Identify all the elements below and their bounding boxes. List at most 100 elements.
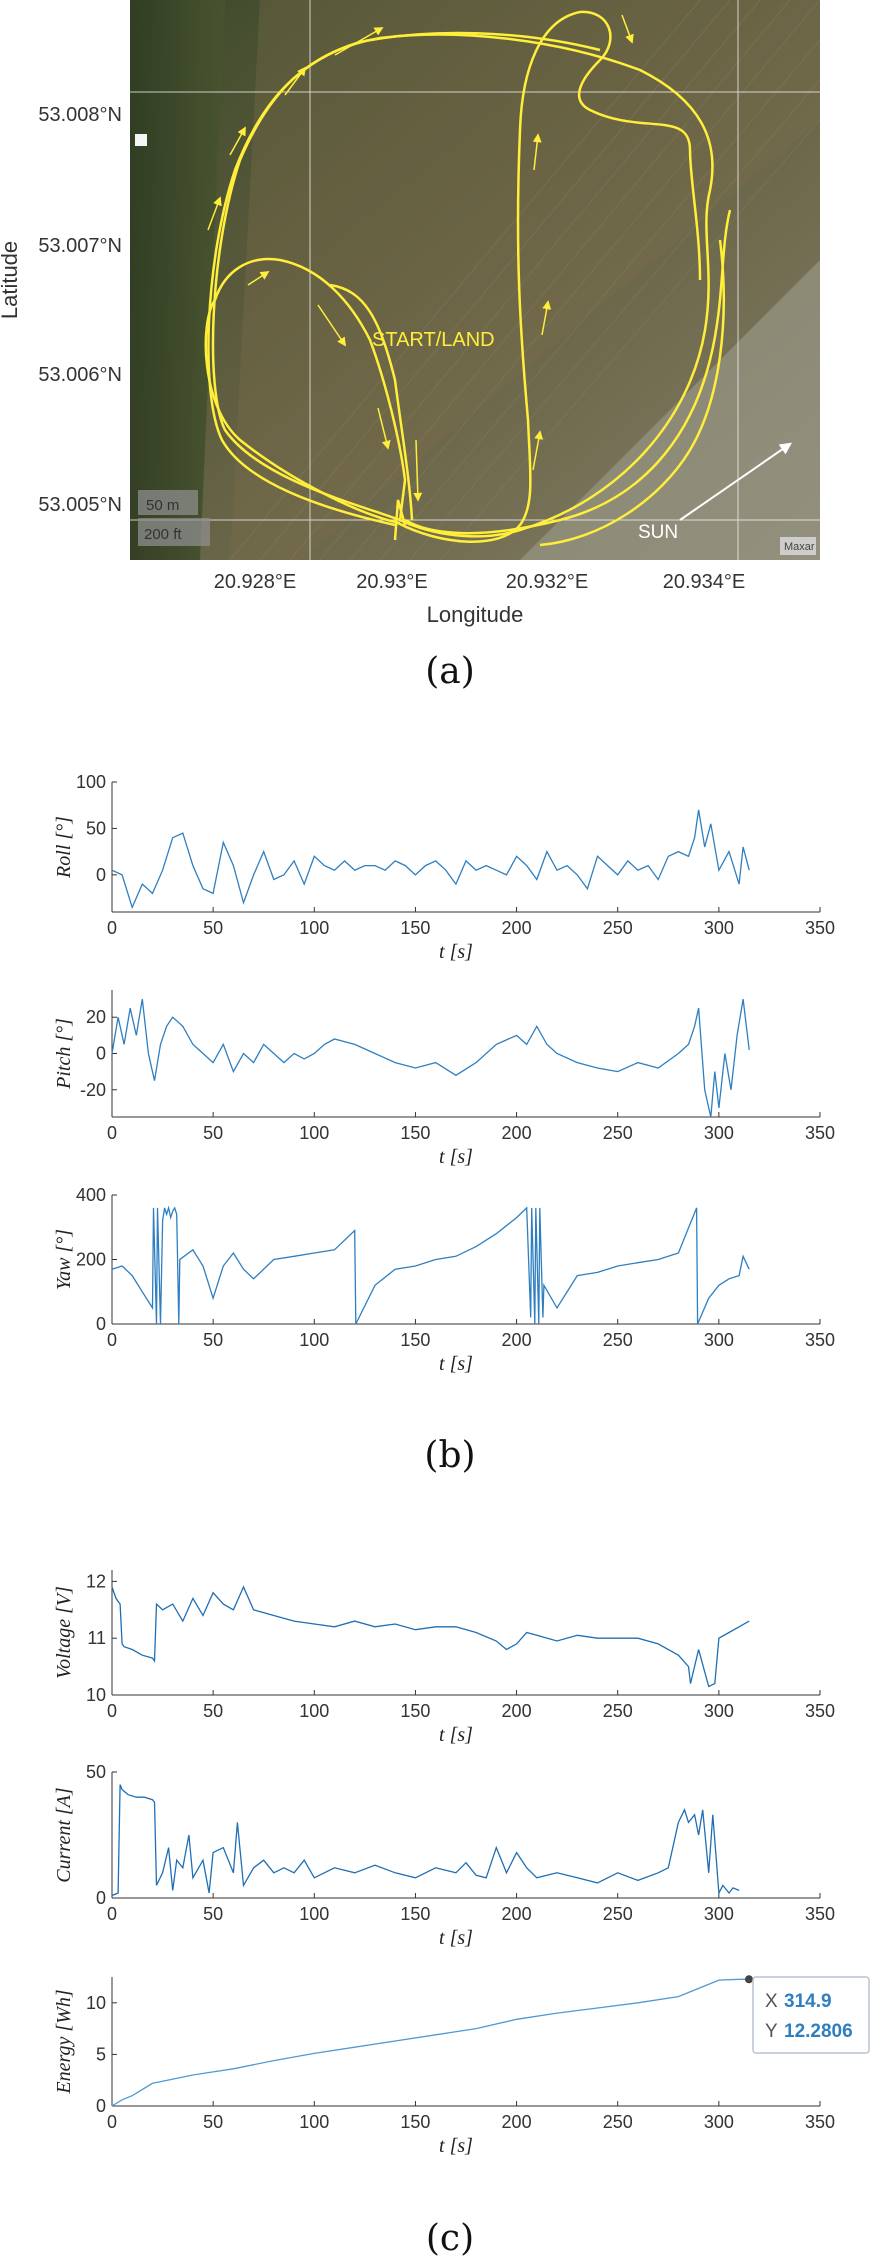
x-axis-label: t [s]: [439, 941, 473, 963]
x-tick-label: 0: [107, 918, 117, 938]
x-tick-label: 0: [107, 2112, 117, 2132]
y-tick-label: 0: [96, 865, 106, 885]
building-marker: [135, 134, 147, 146]
x-tick-label: 200: [502, 2112, 532, 2132]
x-tick-label: 150: [400, 1701, 430, 1721]
sun-direction-arrow: [679, 442, 792, 521]
x-tick-label: 250: [603, 1123, 633, 1143]
subplot-3: 0 50 100 150 200 250 300 350 12 11 10 t [s] Voltage …: [53, 1570, 835, 1746]
y-tick-label: 5: [96, 2044, 106, 2064]
x-axis-label: t [s]: [439, 1927, 473, 1949]
y-axis-label: Voltage [V]: [53, 1586, 75, 1679]
series-line: [111, 1585, 750, 1688]
x-tick-label: 150: [400, 918, 430, 938]
x-axis-label: t [s]: [439, 1353, 473, 1375]
subplot-2: 0 50 100 150 200 250 300 350 400 200 0 t [s] Yaw [°]: [53, 1185, 835, 1375]
y-axis-label: Pitch [°]: [53, 1018, 75, 1090]
map-y-tick: 53.005°N: [38, 494, 122, 516]
datatip-x-value: 314.9: [784, 1991, 832, 2012]
x-tick-label: 200: [502, 918, 532, 938]
x-tick-label: 150: [400, 1330, 430, 1350]
x-tick-label: 300: [704, 1123, 734, 1143]
y-tick-label: 0: [96, 2096, 106, 2116]
flight-track: [204, 10, 732, 547]
y-tick-label: 50: [86, 818, 106, 838]
x-tick-label: 150: [400, 1904, 430, 1924]
caption-b: (b): [424, 1435, 475, 1476]
x-tick-label: 200: [502, 1701, 532, 1721]
direction-arrows: [207, 14, 634, 502]
x-tick-label: 200: [502, 1330, 532, 1350]
x-tick-label: 100: [299, 1904, 329, 1924]
x-tick-label: 50: [203, 1904, 223, 1924]
x-tick-label: 350: [805, 1701, 835, 1721]
datatip-x-label: X: [765, 1991, 778, 2012]
y-tick-label: 400: [76, 1185, 106, 1205]
y-tick-label: 12: [86, 1571, 106, 1591]
x-axis-label: t [s]: [439, 2135, 473, 2157]
x-tick-label: 100: [299, 1701, 329, 1721]
x-axis-label: t [s]: [439, 1146, 473, 1168]
map-x-tick: 20.934°E: [663, 571, 746, 593]
y-tick-label: 20: [86, 1007, 106, 1027]
datatip-y-label: Y: [765, 2021, 778, 2042]
y-axis-label: Roll [°]: [53, 816, 75, 879]
x-tick-label: 350: [805, 1904, 835, 1924]
x-tick-label: 50: [203, 1330, 223, 1350]
x-tick-label: 50: [203, 1123, 223, 1143]
datatip-y-value: 12.2806: [784, 2021, 853, 2042]
scale-meters: 50 m: [146, 497, 179, 514]
caption-a: (a): [425, 651, 475, 692]
x-tick-label: 50: [203, 918, 223, 938]
map-x-tick: 20.928°E: [214, 571, 297, 593]
x-tick-label: 100: [299, 1330, 329, 1350]
x-tick-label: 250: [603, 918, 633, 938]
y-tick-label: 10: [86, 1685, 106, 1705]
x-tick-label: 300: [704, 2112, 734, 2132]
y-axis-label: Current [A]: [53, 1787, 75, 1882]
map-y-label: Latitude: [0, 241, 22, 319]
map-x-tick: 20.93°E: [356, 571, 427, 593]
x-tick-label: 100: [299, 918, 329, 938]
x-tick-label: 0: [107, 1701, 117, 1721]
scale-feet: 200 ft: [144, 526, 182, 543]
map-y-tick: 53.006°N: [38, 364, 122, 386]
x-tick-label: 0: [107, 1330, 117, 1350]
x-axis-label: t [s]: [439, 1724, 473, 1746]
x-tick-label: 350: [805, 1123, 835, 1143]
caption-c: (c): [426, 2218, 474, 2258]
y-axis-label: Energy [Wh]: [53, 1989, 75, 2094]
series-line: [111, 809, 750, 910]
y-tick-label: 0: [96, 1888, 106, 1908]
x-tick-label: 200: [502, 1904, 532, 1924]
x-tick-label: 300: [704, 1330, 734, 1350]
x-tick-label: 150: [400, 1123, 430, 1143]
subplot-4: 0 50 100 150 200 250 300 350 50 0 t [s] Current [A]: [53, 1762, 835, 1949]
x-tick-label: 350: [805, 1330, 835, 1350]
y-tick-label: 50: [86, 1762, 106, 1782]
x-tick-label: 0: [107, 1123, 117, 1143]
start-land-label: START/LAND: [372, 329, 495, 351]
x-tick-label: 350: [805, 918, 835, 938]
map-grid: [130, 0, 820, 560]
x-tick-label: 100: [299, 2112, 329, 2132]
satellite-image: START/LAND SUN 50 m 200 ft Maxar: [130, 0, 820, 560]
x-tick-label: 50: [203, 1701, 223, 1721]
x-tick-label: 200: [502, 1123, 532, 1143]
map-y-tick: 53.007°N: [38, 235, 122, 257]
map-x-ticks: 20.928°E 20.93°E 20.932°E 20.934°E: [214, 571, 746, 593]
series-line: [111, 1205, 750, 1325]
energy-datatip[interactable]: X 314.9 Y 12.2806: [752, 1976, 870, 2054]
x-tick-label: 250: [603, 1330, 633, 1350]
x-tick-label: 250: [603, 1701, 633, 1721]
series-line: [111, 998, 750, 1118]
y-axis-label: Yaw [°]: [53, 1229, 75, 1290]
x-tick-label: 300: [704, 918, 734, 938]
map-x-label: Longitude: [427, 602, 524, 627]
y-tick-label: -20: [80, 1080, 106, 1100]
y-tick-label: 100: [76, 772, 106, 792]
subplot-0: 0 50 100 150 200 250 300 350 100 50 0 t [s] Roll [°]: [53, 772, 835, 963]
x-tick-label: 250: [603, 1904, 633, 1924]
